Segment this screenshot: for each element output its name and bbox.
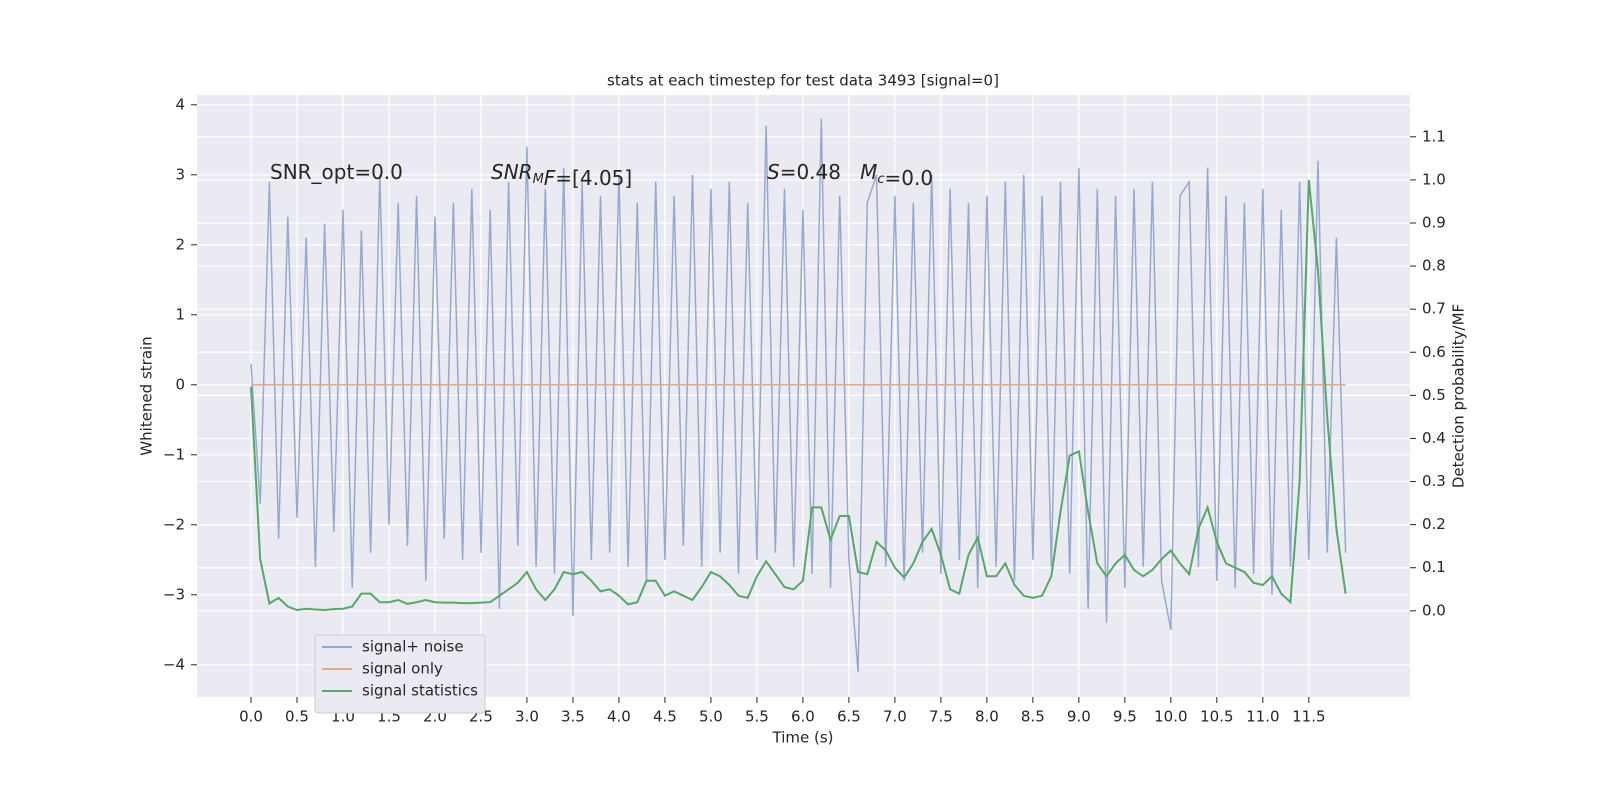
y2-tick-label: 0.5	[1422, 386, 1446, 404]
x-tick-label: 5.5	[745, 708, 769, 726]
annotation-part: =0.0	[885, 166, 934, 190]
y-tick-label: 3	[175, 165, 185, 183]
annotation-part: c	[877, 172, 884, 187]
y2-tick-label: 1.0	[1422, 170, 1446, 188]
y-tick-label: 4	[175, 95, 185, 113]
y2-tick-label: 1.1	[1422, 127, 1446, 145]
x-tick-label: 3.5	[561, 708, 585, 726]
y2-tick-label: 0.8	[1422, 257, 1446, 275]
annotation-part: M	[533, 172, 544, 187]
x-tick-label: 11.0	[1246, 708, 1279, 726]
y2-tick-label: 0.6	[1422, 343, 1446, 361]
x-tick-label: 6.0	[791, 708, 815, 726]
x-tick-label: 7.5	[929, 708, 953, 726]
x-tick-label: 11.5	[1292, 708, 1325, 726]
annotation: SNRMF=[4.05]	[491, 160, 632, 190]
x-tick-label: 0.0	[239, 708, 263, 726]
x-tick-label: 4.5	[653, 708, 677, 726]
annotation-part: S	[767, 160, 780, 184]
x-tick-label: 8.5	[1021, 708, 1045, 726]
y2-tick-label: 0.0	[1422, 601, 1446, 619]
annotation: SNR_opt=0.0	[270, 160, 403, 184]
annotation-part: M	[860, 160, 877, 184]
x-tick-label: 4.0	[607, 708, 631, 726]
y2-tick-label: 0.2	[1422, 515, 1446, 533]
x-tick-label: 9.0	[1067, 708, 1091, 726]
legend-label: signal only	[362, 660, 443, 678]
y2-tick-label: 0.1	[1422, 558, 1446, 576]
y2-axis-label: Detection probability/MF	[1450, 304, 1468, 488]
x-tick-label: 5.0	[699, 708, 723, 726]
legend-label: signal statistics	[362, 682, 478, 700]
y-axis-label: Whitened strain	[138, 336, 156, 455]
y-tick-label: −4	[163, 655, 185, 673]
y2-tick-label: 0.3	[1422, 472, 1446, 490]
series-line	[250, 118, 1347, 672]
x-tick-label: 7.0	[883, 708, 907, 726]
y2-tick-label: 0.9	[1422, 213, 1446, 231]
legend-label: signal+ noise	[362, 638, 464, 656]
annotation: S=0.48 Mc=0.0	[767, 160, 933, 190]
x-tick-label: 10.5	[1200, 708, 1233, 726]
annotation-part: F	[544, 166, 556, 190]
x-tick-label: 9.5	[1113, 708, 1137, 726]
annotation-part: SNR_opt=0.0	[270, 160, 403, 184]
x-tick-label: 0.5	[285, 708, 309, 726]
y-tick-label: −1	[163, 445, 185, 463]
chart-title: stats at each timestep for test data 349…	[607, 72, 999, 90]
y-tick-label: 1	[175, 305, 185, 323]
y-tick-label: −2	[163, 515, 185, 533]
x-tick-label: 10.0	[1154, 708, 1187, 726]
annotation-part: SNR	[491, 160, 533, 184]
y2-tick-label: 0.7	[1422, 300, 1446, 318]
y-tick-label: 0	[175, 375, 185, 393]
legend-box	[314, 634, 486, 714]
annotation-part: =0.48	[780, 160, 860, 184]
y2-tick-label: 0.4	[1422, 429, 1446, 447]
x-tick-label: 8.0	[975, 708, 999, 726]
y-tick-label: 2	[175, 235, 185, 253]
x-tick-label: 3.0	[515, 708, 539, 726]
y-tick-label: −3	[163, 585, 185, 603]
x-tick-label: 6.5	[837, 708, 861, 726]
annotation-part: =[4.05]	[555, 166, 632, 190]
series-line	[250, 179, 1347, 612]
x-axis-label: Time (s)	[772, 729, 834, 747]
